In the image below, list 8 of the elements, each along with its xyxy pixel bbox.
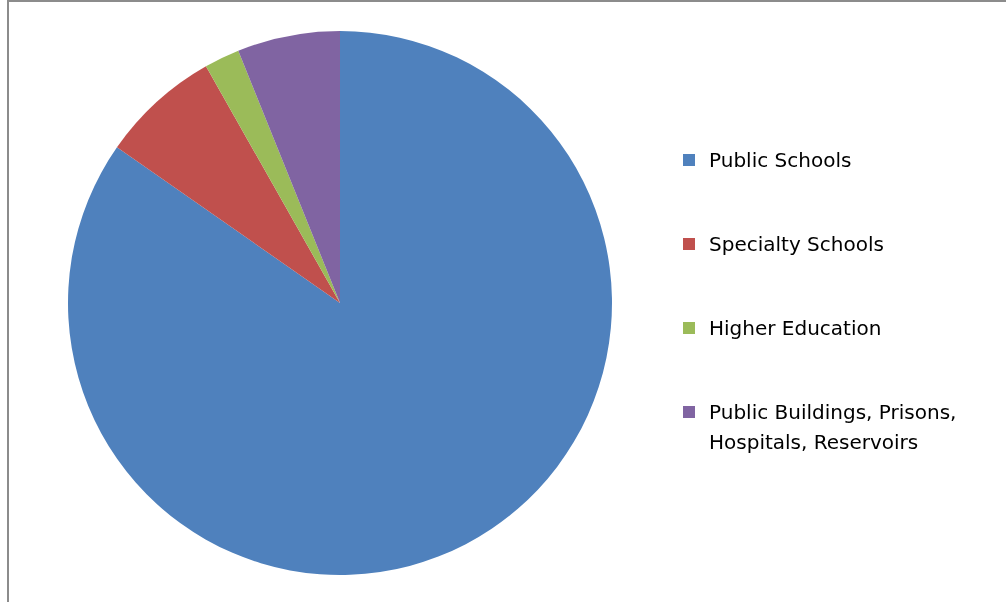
legend-label: Specialty Schools xyxy=(709,232,884,256)
pie-slice xyxy=(238,31,340,303)
legend-label: Public Schools xyxy=(709,148,852,172)
pie-slice xyxy=(116,66,340,303)
pie-slice xyxy=(205,50,340,303)
legend-label: Public Buildings, Prisons, Hospitals, Reservoirs xyxy=(709,400,957,454)
pie-slice xyxy=(68,31,612,575)
legend-label: Higher Education xyxy=(709,316,882,340)
